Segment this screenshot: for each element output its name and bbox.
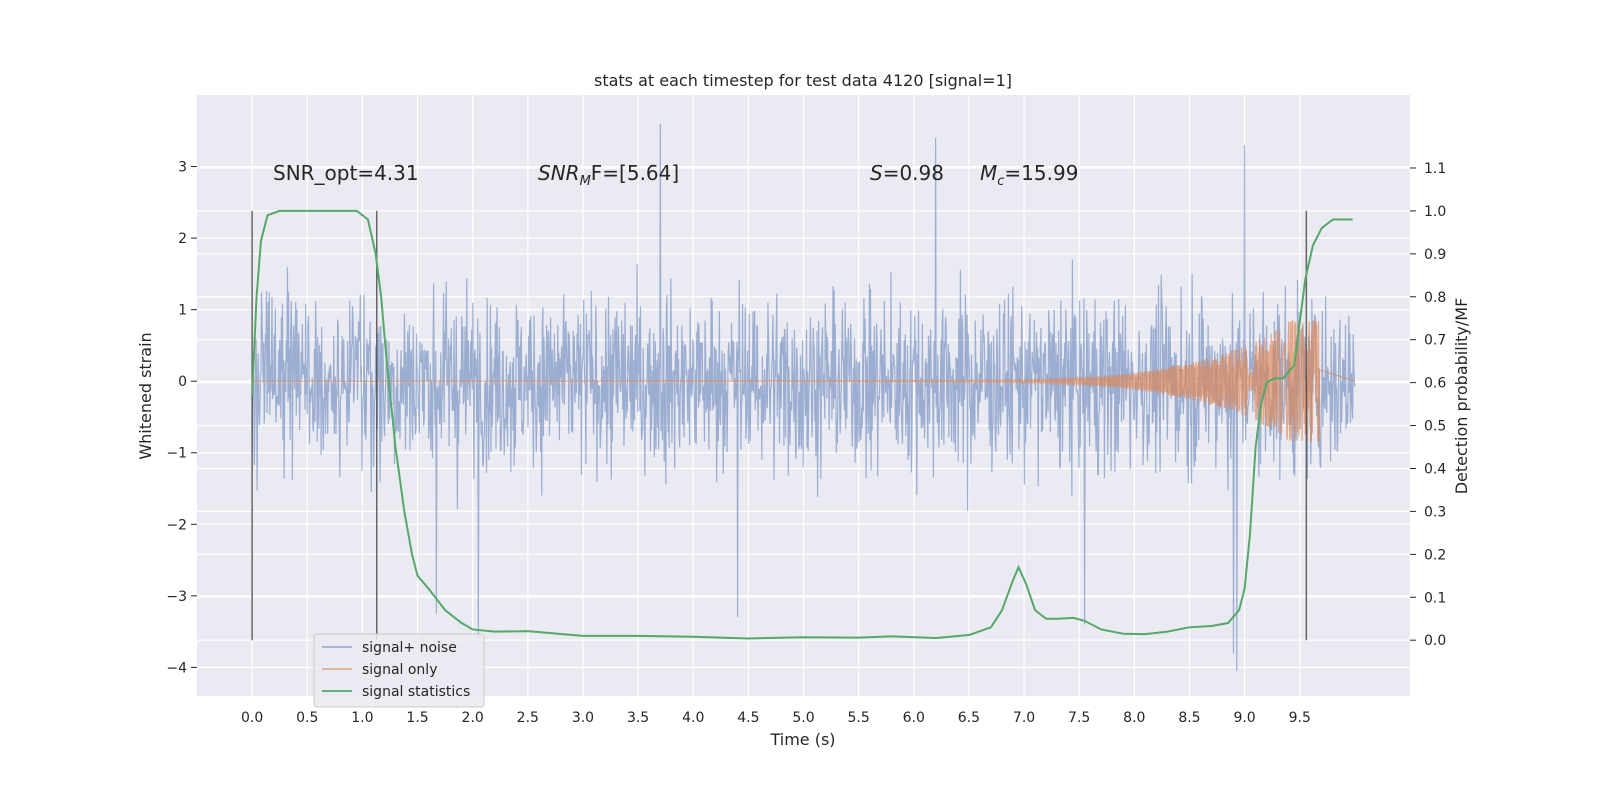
y-tick-label: 3 [178, 160, 187, 176]
snr-mf-annotation: SNRMF=[5.64] [538, 161, 679, 189]
snr-mf-symbol: SNR [538, 161, 580, 185]
snr-mf-subscript: M [580, 174, 591, 189]
y-tick-label: 2 [178, 231, 187, 247]
vertical-marker-lines [251, 210, 1308, 641]
x-tick-label: 0.0 [241, 710, 263, 726]
x-tick-label: 1.0 [351, 710, 373, 726]
mc-annotation: Mc=15.99 [980, 161, 1078, 189]
y-tick-label: 1 [178, 303, 187, 319]
y-right-tick-label: 0.0 [1424, 633, 1446, 649]
mc-symbol: M [980, 161, 997, 185]
x-tick-label: 2.0 [462, 710, 484, 726]
y-right-tick-label: 0.2 [1424, 547, 1446, 563]
y-axis-right-label: Detection probability/MF [1452, 298, 1471, 495]
x-tick-label: 9.0 [1233, 710, 1255, 726]
legend-stats-label: signal statistics [362, 684, 470, 700]
y-right-tick-label: 0.1 [1424, 590, 1446, 606]
x-tick-label: 4.5 [737, 710, 759, 726]
y-tick-label: −2 [166, 517, 187, 533]
y-right-tick-label: 0.8 [1424, 290, 1446, 306]
legend-noise-label: signal+ noise [362, 640, 457, 656]
y-tick-label: −3 [166, 589, 187, 605]
x-tick-label: 5.5 [848, 710, 870, 726]
x-tick-label: 5.0 [792, 710, 814, 726]
y-right-tick-label: 0.4 [1424, 461, 1446, 477]
y-right-tick-label: 0.6 [1424, 376, 1446, 392]
x-tick-label: 7.0 [1013, 710, 1035, 726]
x-tick-label: 6.5 [958, 710, 980, 726]
x-tick-label: 7.5 [1068, 710, 1090, 726]
x-tick-label: 3.0 [572, 710, 594, 726]
x-tick-label: 2.5 [517, 710, 539, 726]
mc-value: =15.99 [1004, 161, 1078, 185]
x-tick-label: 6.0 [903, 710, 925, 726]
legend-signal-label: signal only [362, 662, 437, 678]
x-tick-label: 8.0 [1123, 710, 1145, 726]
x-axis-label: Time (s) [769, 730, 835, 749]
legend-box [313, 633, 485, 708]
snr-opt-annotation: SNR_opt=4.31 [273, 161, 419, 185]
y-tick-label: 0 [178, 374, 187, 390]
signal-statistics-line [251, 209, 1353, 640]
y-tick-label: −1 [166, 446, 187, 462]
tick-labels: 0.0 0.5 1.0 1.5 2.0 2.5 3.0 3.5 4.0 4.5 5.0 5.5 6.0 6… [166, 160, 1446, 726]
signal-statistics-series [251, 209, 1353, 640]
x-tick-label: 1.5 [406, 710, 428, 726]
signal-only-line [251, 320, 1356, 443]
y-tick-label: −4 [166, 660, 187, 676]
y-axis-label: Whitened strain [136, 332, 155, 459]
x-tick-label: 3.5 [627, 710, 649, 726]
y-right-tick-label: 0.3 [1424, 504, 1446, 520]
y-right-tick-label: 1.0 [1424, 204, 1446, 220]
legend: signal+ noise signal only signal statist… [313, 633, 485, 708]
x-tick-label: 9.5 [1289, 710, 1311, 726]
s-symbol: S [870, 161, 883, 185]
mc-subscript: c [997, 174, 1004, 189]
y-right-tick-label: 0.7 [1424, 333, 1446, 349]
x-tick-label: 8.5 [1178, 710, 1200, 726]
signal-only-series [251, 320, 1356, 443]
x-tick-label: 0.5 [296, 710, 318, 726]
snr-mf-value: F=[5.64] [591, 161, 679, 185]
s-annotation: S=0.98 [870, 161, 944, 185]
chart-title: stats at each timestep for test data 412… [594, 71, 1012, 90]
x-tick-label: 4.0 [682, 710, 704, 726]
y-right-tick-label: 1.1 [1424, 161, 1446, 177]
y-right-tick-label: 0.9 [1424, 247, 1446, 263]
s-value: =0.98 [883, 161, 944, 185]
y-right-tick-label: 0.5 [1424, 419, 1446, 435]
